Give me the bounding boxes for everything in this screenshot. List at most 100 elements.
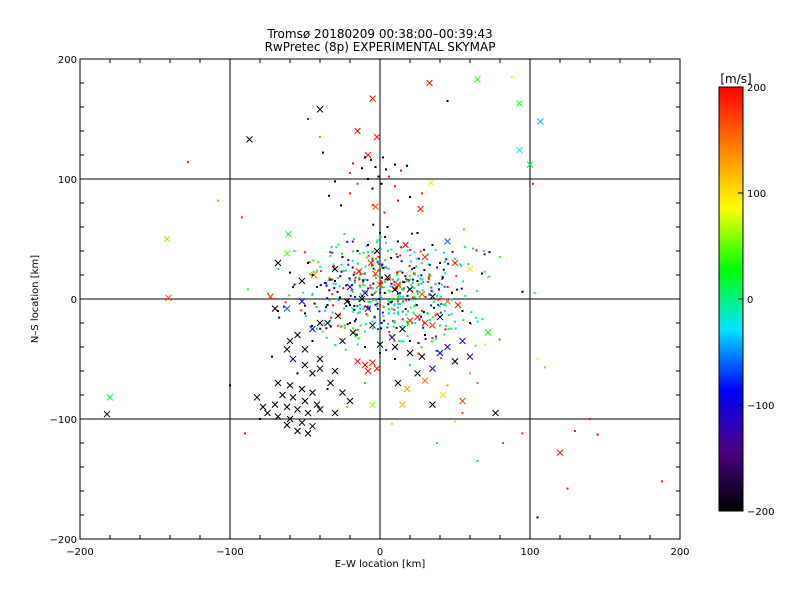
x-marker-point bbox=[264, 409, 271, 417]
x-marker-point bbox=[309, 422, 316, 430]
cloud-point bbox=[442, 251, 445, 254]
cloud-point bbox=[354, 295, 357, 298]
x-marker-point bbox=[346, 397, 354, 405]
cloud-point bbox=[369, 300, 372, 303]
dot-marker-point bbox=[391, 422, 393, 425]
x-marker-point bbox=[417, 205, 424, 213]
cloud-point bbox=[332, 268, 335, 271]
cloud-point bbox=[440, 275, 443, 278]
dot-marker-point bbox=[370, 158, 372, 161]
cloud-point bbox=[406, 334, 409, 337]
dot-marker-point bbox=[536, 358, 539, 360]
cloud-point bbox=[407, 279, 410, 282]
cloud-point bbox=[406, 320, 409, 323]
chart-title: Tromsø 20180209 00:38:00–00:39:43 bbox=[266, 27, 492, 41]
x-marker-point bbox=[414, 370, 421, 377]
cloud-point bbox=[316, 269, 319, 272]
cloud-point bbox=[415, 257, 418, 260]
cloud-point bbox=[344, 348, 347, 351]
x-marker-point bbox=[316, 365, 324, 372]
x-marker-point bbox=[316, 355, 324, 363]
cloud-point bbox=[402, 280, 405, 283]
dot-marker-point bbox=[386, 226, 389, 228]
cloud-point bbox=[303, 251, 306, 254]
cloud-point bbox=[407, 322, 410, 325]
cloud-point bbox=[329, 316, 332, 319]
cloud-point bbox=[421, 309, 424, 312]
cloud-point bbox=[355, 333, 358, 336]
cloud-point bbox=[423, 269, 426, 272]
x-marker-point bbox=[429, 365, 436, 372]
cloud-point bbox=[384, 281, 387, 284]
dot-marker-point bbox=[431, 244, 434, 246]
dot-marker-point bbox=[661, 480, 663, 483]
cloud-point bbox=[415, 265, 418, 268]
cloud-point bbox=[398, 339, 401, 342]
cloud-point bbox=[367, 251, 370, 254]
cloud-point bbox=[442, 268, 445, 271]
cloud-point bbox=[406, 310, 409, 313]
cloud-point bbox=[322, 322, 325, 325]
cloud-point bbox=[385, 267, 388, 270]
cloud-point bbox=[444, 271, 447, 274]
cloud-point bbox=[362, 308, 365, 311]
dot-marker-point bbox=[346, 406, 348, 408]
x-marker-point bbox=[369, 322, 376, 329]
cloud-point bbox=[401, 310, 404, 313]
cloud-point bbox=[437, 288, 440, 291]
cloud-point bbox=[363, 284, 366, 287]
colorbar-tick-label: 200 bbox=[747, 83, 766, 94]
cloud-point bbox=[390, 282, 393, 285]
x-marker-point bbox=[403, 385, 411, 393]
x-marker-point bbox=[391, 343, 399, 351]
cloud-point bbox=[351, 327, 354, 330]
cloud-point bbox=[376, 239, 379, 242]
dot-marker-point bbox=[566, 487, 569, 490]
x-marker-point bbox=[421, 253, 429, 261]
cloud-point bbox=[376, 328, 379, 331]
cloud-point bbox=[413, 286, 416, 289]
cloud-point bbox=[395, 253, 398, 256]
cloud-point bbox=[419, 315, 422, 318]
cloud-point bbox=[390, 301, 393, 304]
dot-marker-point bbox=[469, 322, 471, 324]
cloud-point bbox=[379, 288, 382, 291]
cloud-point bbox=[470, 311, 473, 314]
x-marker-point bbox=[271, 401, 279, 408]
x-marker-point bbox=[316, 106, 324, 113]
x-marker-point bbox=[361, 361, 369, 369]
x-marker-point bbox=[429, 322, 436, 329]
cloud-point bbox=[358, 276, 361, 279]
cloud-point bbox=[332, 263, 335, 266]
x-marker-point bbox=[372, 270, 379, 278]
x-marker-point bbox=[537, 118, 544, 125]
x-marker-point bbox=[394, 379, 402, 387]
cloud-point bbox=[326, 297, 329, 300]
cloud-point bbox=[419, 277, 422, 280]
x-marker-point bbox=[516, 146, 523, 154]
dot-marker-point bbox=[349, 172, 351, 174]
cloud-point bbox=[359, 324, 362, 327]
cloud-point bbox=[358, 311, 361, 314]
cloud-point bbox=[333, 264, 336, 267]
x-marker-point bbox=[492, 409, 499, 417]
cloud-point bbox=[428, 263, 431, 266]
cloud-point bbox=[436, 295, 439, 298]
colorbar-tick-label: 0 bbox=[747, 295, 753, 306]
dot-marker-point bbox=[356, 250, 359, 252]
y-tick-label: 0 bbox=[71, 295, 77, 306]
x-marker-point bbox=[384, 274, 391, 281]
dot-marker-point bbox=[361, 167, 363, 170]
cloud-point bbox=[371, 293, 374, 296]
x-marker-point bbox=[402, 241, 409, 249]
cloud-point bbox=[336, 324, 339, 327]
cloud-point bbox=[346, 323, 349, 326]
x-marker-point bbox=[364, 305, 372, 312]
cloud-point bbox=[382, 267, 385, 270]
cloud-point bbox=[438, 297, 441, 300]
cloud-point bbox=[350, 289, 353, 292]
cloud-point bbox=[382, 286, 385, 289]
dot-marker-point bbox=[454, 420, 456, 423]
cloud-point bbox=[400, 340, 403, 343]
colorbar-tick-label: −100 bbox=[747, 401, 774, 412]
